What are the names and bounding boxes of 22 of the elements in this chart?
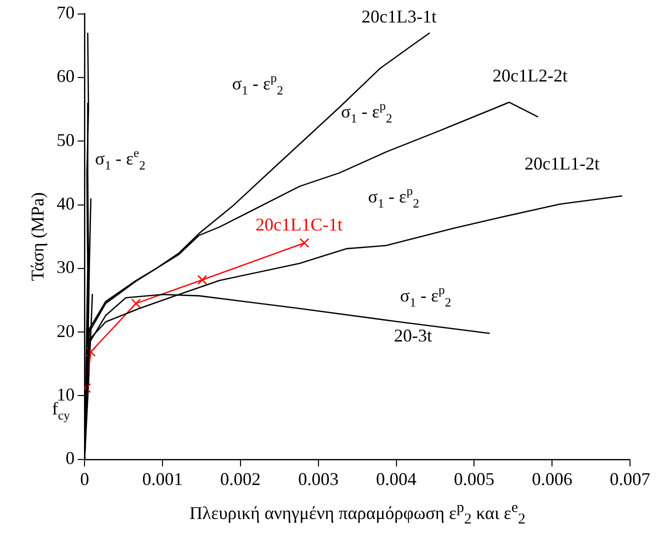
y-tick-label: 50 [56,130,75,150]
series-label: 20c1L1C-1t [256,214,343,235]
y-tick-label: 20 [56,320,75,341]
y-tick-label: 10 [56,384,75,404]
series-label: 20c1L2-2t [492,66,568,86]
x-tick-label: 0.002 [220,468,261,489]
series-label: 20-3t [394,326,432,346]
series-label: 20c1L1-2t [524,154,600,174]
x-tick-label: 0.004 [376,468,417,489]
x-tick-label: 0.003 [298,468,339,489]
x-tick-label: 0.001 [142,468,183,489]
x-tick-label: 0.006 [532,468,572,489]
x-tick-label: 0 [80,468,90,489]
y-tick-label: 70 [56,2,75,23]
y-tick-label: 30 [56,257,75,278]
series-label: 20c1L3-1t [362,6,436,27]
x-tick-label: 0.005 [454,468,494,489]
y-tick-label: 0 [66,448,75,468]
x-tick-label: 0.007 [610,468,650,489]
y-tick-label: 40 [56,194,75,214]
y-axis-title: Τάση (MPa) [28,192,48,281]
y-tick-label: 60 [56,66,75,86]
